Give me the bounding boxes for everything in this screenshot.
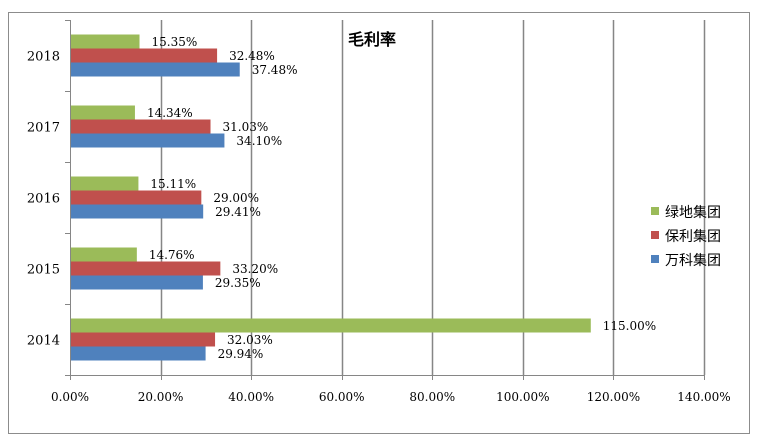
data-label-2018-万科集团: 37.48% (252, 63, 298, 77)
y-category-label-2016: 2016 (27, 192, 60, 207)
chart-title: 毛利率 (348, 30, 396, 49)
bar-2017-万科集团 (70, 133, 225, 148)
bar-2014-万科集团 (70, 346, 206, 361)
data-label-2015-绿地集团: 14.76% (149, 248, 195, 262)
legend-swatch-万科集团 (651, 255, 659, 263)
data-label-2014-万科集团: 29.94% (218, 347, 264, 361)
data-label-2016-万科集团: 29.41% (215, 205, 261, 219)
data-label-2017-保利集团: 31.03% (223, 120, 269, 134)
bar-2018-万科集团 (70, 62, 240, 77)
legend-label-绿地集团: 绿地集团 (665, 204, 721, 221)
bar-2018-保利集团 (70, 48, 218, 63)
x-tick-label: 20.00% (138, 390, 184, 404)
gridlines (160, 20, 706, 375)
bars (70, 34, 591, 361)
data-label-2017-绿地集团: 14.34% (147, 106, 193, 120)
data-label-2015-万科集团: 29.35% (215, 276, 261, 290)
chart-frame (8, 12, 750, 434)
data-label-2014-绿地集团: 115.00% (603, 319, 656, 333)
x-tick-label: 140.00% (677, 390, 730, 404)
bar-2015-绿地集团 (70, 247, 137, 262)
bar-2015-万科集团 (70, 275, 203, 290)
x-tick-label: 120.00% (587, 390, 640, 404)
bar-2017-保利集团 (70, 119, 211, 134)
bar-2018-绿地集团 (70, 34, 140, 49)
data-label-2018-绿地集团: 15.35% (152, 35, 198, 49)
data-label-2015-保利集团: 33.20% (232, 262, 278, 276)
legend-label-保利集团: 保利集团 (665, 228, 721, 245)
legend-swatch-保利集团 (651, 231, 659, 239)
x-tick-label: 0.00% (51, 390, 89, 404)
y-category-label-2015: 2015 (27, 263, 60, 278)
data-labels: 115.00% 32.03%29.94% 14.76% 33.20%29.35% 15.… (147, 35, 656, 361)
data-label-2016-绿地集团: 15.11% (150, 177, 196, 191)
bar-2016-保利集团 (70, 190, 202, 205)
data-label-2014-保利集团: 32.03% (227, 333, 273, 347)
bar-2014-保利集团 (70, 332, 216, 347)
bar-2016-绿地集团 (70, 176, 139, 191)
legend-label-万科集团: 万科集团 (665, 252, 721, 269)
x-tick-label: 40.00% (228, 390, 274, 404)
y-category-label-2018: 2018 (27, 50, 60, 65)
data-label-2017-万科集团: 34.10% (236, 134, 282, 148)
y-category-label-2017: 2017 (27, 121, 60, 136)
data-label-2018-保利集团: 32.48% (229, 49, 275, 63)
bar-2014-绿地集团 (70, 318, 591, 333)
bar-2016-万科集团 (70, 204, 204, 219)
bar-2017-绿地集团 (70, 105, 135, 120)
data-label-2016-保利集团: 29.00% (213, 191, 259, 205)
bar-2015-保利集团 (70, 261, 221, 276)
y-category-label-2014: 2014 (27, 334, 60, 349)
x-tick-label: 60.00% (319, 390, 365, 404)
x-tick-label: 100.00% (496, 390, 549, 404)
x-tick-label: 80.00% (409, 390, 455, 404)
legend-swatch-绿地集团 (651, 207, 659, 215)
axes: 0.00% 20.00% 40.00% 60.00% 80.00% 100.00% 120.… (27, 20, 731, 404)
